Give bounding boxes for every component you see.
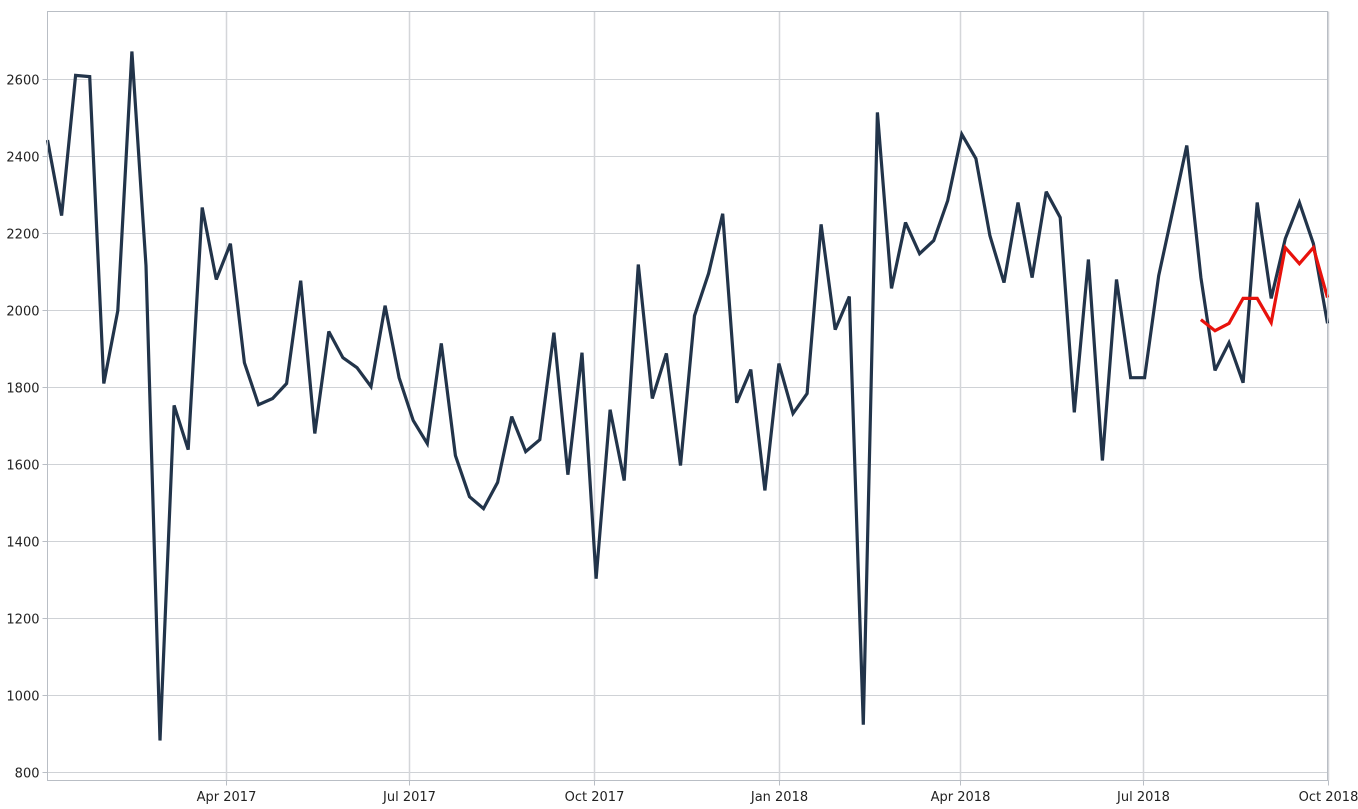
y-axis: 800 1000 1200 1400 1600 1800 2000 2200 2400 2600 (6, 74, 48, 782)
x-tick-label: Oct 2017 (565, 790, 625, 805)
y-tick-label: 800 (15, 767, 40, 782)
x-tick-label: Jul 2018 (1116, 790, 1170, 805)
y-tick-label: 1400 (6, 536, 39, 551)
x-tick-label: Oct 2018 (1299, 790, 1358, 805)
y-tick-label: 2600 (6, 74, 39, 89)
y-tick-label: 1600 (6, 459, 39, 474)
series-group (45, 51, 1330, 741)
y-tick-label: 1000 (6, 690, 39, 705)
x-tick-label: Jul 2017 (382, 790, 436, 805)
y-tick-label: 2200 (6, 228, 39, 243)
series-line-1 (1199, 244, 1330, 333)
y-tick-label: 1200 (6, 613, 39, 628)
x-axis: Apr 2017 Jul 2017 Oct 2017 Jan 2018 Apr 2018… (197, 780, 1358, 805)
x-tick-label: Apr 2017 (197, 790, 257, 805)
x-tick-label: Jan 2018 (750, 790, 808, 805)
series-line-0 (45, 51, 1330, 741)
y-tick-label: 2000 (6, 305, 39, 320)
plot-frame (47, 11, 1328, 781)
y-tick-label: 2400 (6, 151, 39, 166)
y-tick-label: 1800 (6, 382, 39, 397)
x-tick-label: Apr 2018 (931, 790, 991, 805)
